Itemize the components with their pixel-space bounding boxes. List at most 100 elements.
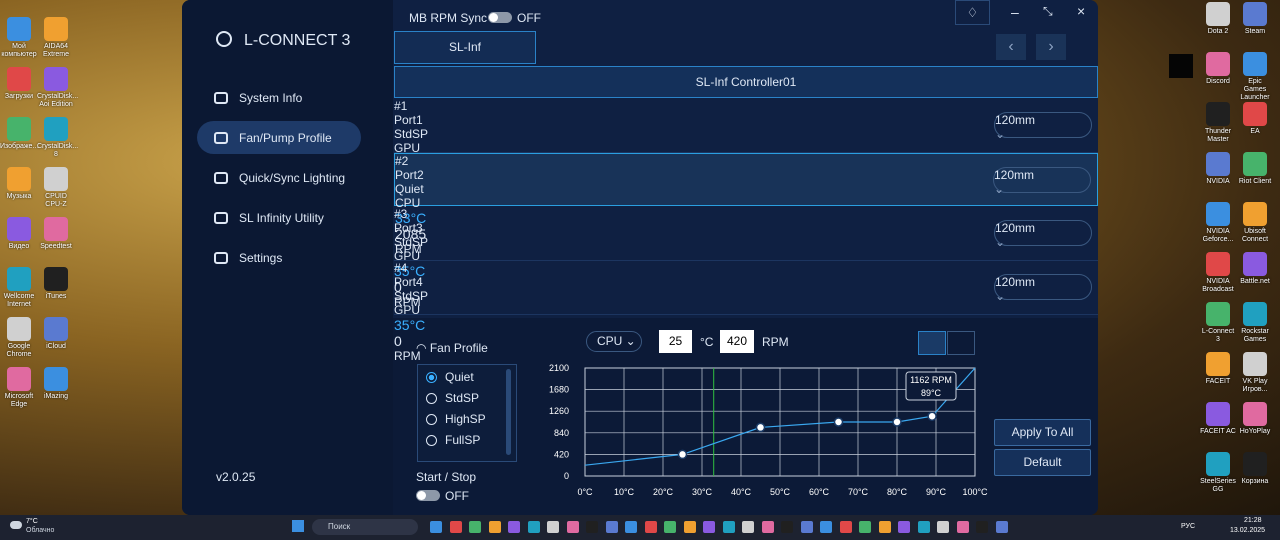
curve-mode-button[interactable] xyxy=(918,331,946,355)
taskbar-app[interactable] xyxy=(683,521,696,533)
desktop-icon[interactable]: Изображе... xyxy=(0,117,38,151)
taskbar-app[interactable] xyxy=(898,521,910,533)
port-row[interactable]: #3 Port3 StdSP GPU 35°C 0 RPM 120mm ⌄ xyxy=(394,207,1098,309)
desktop-icon[interactable]: Battle.net xyxy=(1236,252,1274,286)
desktop-icon[interactable]: L-Connect 3 xyxy=(1199,302,1237,344)
taskbar-app[interactable] xyxy=(800,521,813,533)
taskbar-app[interactable] xyxy=(956,521,969,533)
taskbar-app[interactable] xyxy=(995,521,1008,533)
taskbar-app[interactable] xyxy=(664,521,676,533)
size-select[interactable]: 120mm ⌄ xyxy=(993,167,1091,196)
nav-item[interactable]: SL Infinity Utility xyxy=(239,211,324,225)
taskbar-app[interactable] xyxy=(820,521,832,533)
port-row[interactable]: #1Port1StdSPGPU35°C1050RPM120mm⌄ xyxy=(394,99,1098,201)
taskbar-app[interactable] xyxy=(449,521,462,533)
profile-option[interactable]: Quiet xyxy=(445,370,474,384)
desktop-icon[interactable]: Ubisoft Connect xyxy=(1236,202,1274,244)
taskbar-app[interactable] xyxy=(469,521,481,533)
nav-item[interactable]: Settings xyxy=(239,251,283,265)
port-row[interactable]: #2 Port2 Quiet CPU 33°C 2085 RPM 120mm ⌄ xyxy=(394,153,1098,256)
desktop-icon[interactable]: Speedtest xyxy=(37,217,75,251)
desktop-icon[interactable]: iCloud xyxy=(37,317,75,351)
taskbar-app[interactable] xyxy=(605,521,618,533)
taskbar-app[interactable] xyxy=(625,521,637,533)
taskbar-app[interactable] xyxy=(508,521,520,533)
taskbar-app[interactable] xyxy=(527,521,540,533)
profile-option[interactable]: StdSP xyxy=(445,391,480,405)
desktop-icon[interactable]: Загрузки xyxy=(0,67,38,101)
lighting-button[interactable]: ♢ xyxy=(955,0,990,25)
taskbar-app[interactable] xyxy=(839,521,852,533)
desktop-icon[interactable]: Мой компьютер xyxy=(0,17,38,59)
taskbar-app[interactable] xyxy=(644,521,657,533)
desktop-icon[interactable]: iMazing xyxy=(37,367,75,401)
desktop-icon[interactable]: Thunder Master xyxy=(1199,102,1237,144)
taskbar-app[interactable] xyxy=(430,521,442,533)
close-button[interactable]: × xyxy=(1077,3,1086,19)
rpm-input[interactable]: 420 xyxy=(720,330,754,353)
desktop-icon[interactable]: NVIDIA xyxy=(1199,152,1237,186)
minimize-button[interactable]: – xyxy=(1011,4,1019,20)
desktop-icon[interactable]: AIDA64 Extreme xyxy=(37,17,75,59)
taskbar-app[interactable] xyxy=(917,521,930,533)
desktop-icon[interactable]: NVIDIA Broadcast xyxy=(1199,252,1237,294)
desktop-icon[interactable]: Epic Games Launcher xyxy=(1236,52,1274,102)
desktop-icon[interactable] xyxy=(1169,54,1193,78)
mb-sync-toggle[interactable] xyxy=(488,12,512,23)
desktop-icon[interactable]: HoYoPlay xyxy=(1236,402,1274,436)
desktop-icon[interactable]: Dota 2 xyxy=(1199,2,1237,36)
taskbar-app[interactable] xyxy=(976,521,988,533)
radio[interactable] xyxy=(426,414,437,425)
tab[interactable]: SL-Inf xyxy=(394,31,536,64)
taskbar-app[interactable] xyxy=(722,521,735,533)
fixed-mode-button[interactable] xyxy=(947,331,975,355)
desktop-icon[interactable]: EA xyxy=(1236,102,1274,136)
desktop-icon[interactable]: Видео xyxy=(0,217,38,251)
taskbar-app[interactable] xyxy=(761,521,774,533)
temp-input[interactable]: 25 xyxy=(659,330,692,353)
nav-item[interactable]: System Info xyxy=(239,91,303,105)
desktop-icon[interactable]: SteelSeries GG xyxy=(1199,452,1237,494)
start-stop-toggle[interactable] xyxy=(416,490,440,501)
desktop-icon[interactable]: Google Chrome xyxy=(0,317,38,359)
next-button[interactable]: › xyxy=(1036,34,1066,60)
desktop-icon[interactable]: VK Play Игров... xyxy=(1236,352,1274,394)
nav-item[interactable]: Fan/Pump Profile xyxy=(239,131,332,145)
desktop-icon[interactable]: CPUID CPU-Z xyxy=(37,167,75,209)
desktop-icon[interactable]: Microsoft Edge xyxy=(0,367,38,409)
search-box[interactable]: Поиск xyxy=(312,519,418,535)
desktop-icon[interactable]: Riot Client xyxy=(1236,152,1274,186)
start-button[interactable] xyxy=(292,520,304,532)
desktop-icon[interactable]: Wellcome Internet xyxy=(0,267,38,309)
desktop-icon[interactable]: CrystalDisk... 8 xyxy=(37,117,78,159)
taskbar-app[interactable] xyxy=(586,521,598,533)
taskbar-app[interactable] xyxy=(488,521,501,533)
desktop-icon[interactable]: FACEIT AC xyxy=(1199,402,1237,436)
desktop-icon[interactable]: Steam xyxy=(1236,2,1274,36)
desktop-icon[interactable]: Discord xyxy=(1199,52,1237,86)
radio[interactable] xyxy=(426,435,437,446)
desktop-icon[interactable]: Rockstar Games xyxy=(1236,302,1274,344)
sensor-select[interactable]: CPU ⌄ xyxy=(586,331,642,352)
size-select[interactable]: 120mm ⌄ xyxy=(994,274,1092,303)
radio[interactable] xyxy=(426,372,437,383)
desktop-icon[interactable]: iTunes xyxy=(37,267,75,301)
profile-option[interactable]: HighSP xyxy=(445,412,486,426)
action-button[interactable]: Default xyxy=(994,449,1091,476)
taskbar-app[interactable] xyxy=(547,521,559,533)
size-select[interactable]: 120mm ⌄ xyxy=(994,112,1092,141)
desktop-icon[interactable]: CrystalDisk... Aoi Edition xyxy=(37,67,78,109)
radio[interactable] xyxy=(426,393,437,404)
taskbar-app[interactable] xyxy=(937,521,949,533)
prev-button[interactable]: ‹ xyxy=(996,34,1026,60)
desktop-icon[interactable]: FACEIT xyxy=(1199,352,1237,386)
desktop-icon[interactable]: Музыка xyxy=(0,167,38,201)
taskbar-app[interactable] xyxy=(859,521,871,533)
desktop-icon[interactable]: NVIDIA Geforce... xyxy=(1199,202,1237,244)
taskbar-app[interactable] xyxy=(742,521,754,533)
taskbar-app[interactable] xyxy=(703,521,715,533)
size-select[interactable]: 120mm ⌄ xyxy=(994,220,1092,249)
taskbar-app[interactable] xyxy=(781,521,793,533)
restore-button[interactable]: ⤡ xyxy=(1043,4,1053,18)
nav-item[interactable]: Quick/Sync Lighting xyxy=(239,171,346,185)
